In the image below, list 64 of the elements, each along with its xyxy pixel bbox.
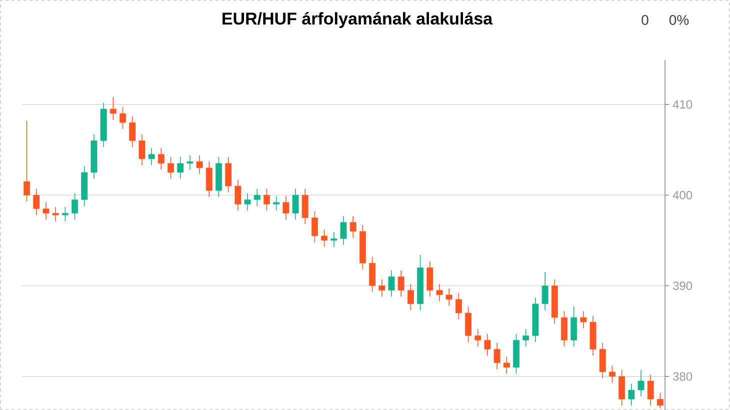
y-tick-label: 410 [672, 100, 692, 109]
candlestick [177, 156, 184, 180]
candlestick [465, 306, 472, 342]
candlestick [580, 310, 587, 329]
candlestick [542, 272, 548, 311]
candlestick [522, 328, 530, 347]
candlestick [292, 188, 299, 220]
text: 0 [642, 15, 648, 25]
candlestick [138, 134, 146, 166]
candlestick [282, 196, 290, 220]
candlestick [302, 188, 308, 225]
y-tick-label: 380 [672, 372, 692, 381]
candlestick [455, 292, 462, 320]
candlestick [561, 310, 568, 347]
candlestick [186, 154, 194, 170]
candlestick [42, 202, 50, 220]
candlestick [206, 161, 212, 198]
candlestick [618, 370, 626, 406]
candlestick [647, 374, 654, 406]
candlestick [234, 179, 242, 211]
candlestick [244, 192, 251, 211]
candlestick [436, 284, 443, 302]
candlestick [484, 333, 491, 356]
candlestick [273, 196, 280, 211]
candlestick [321, 229, 328, 248]
candlestick [378, 279, 386, 298]
candlestick [656, 392, 664, 409]
candlestick [503, 356, 510, 374]
candlestick [350, 216, 356, 238]
y-tick-label: 400 [672, 190, 692, 200]
candlestick [72, 192, 78, 220]
candlestick [446, 288, 452, 306]
candlestick [225, 156, 232, 193]
candlestick [52, 206, 59, 222]
candlestick [168, 156, 174, 180]
candlestick [398, 270, 404, 298]
candlestick [599, 342, 606, 379]
candlestick [340, 216, 347, 246]
candlestick [494, 342, 500, 370]
y-tick-label: 390 [672, 282, 692, 290]
candlestick [148, 148, 155, 166]
candlestick [120, 106, 126, 130]
candlestick [570, 306, 578, 347]
candlestick [628, 383, 635, 406]
text: 0% [669, 15, 689, 25]
candlestick [388, 270, 395, 298]
candlestick [426, 260, 434, 298]
candlestick [158, 148, 164, 170]
candlestick [254, 188, 260, 206]
candlestick [24, 120, 30, 202]
candlestick [638, 370, 644, 397]
chart-title: EUR/HUF árfolyamának alakulása [222, 12, 493, 28]
candlestick [33, 188, 40, 216]
candlestick [474, 328, 482, 347]
candlestick [609, 365, 616, 384]
candlestick [311, 211, 318, 243]
candlestick [330, 232, 338, 248]
candlestick [369, 256, 376, 293]
candlestick [129, 116, 136, 148]
candlestick [196, 154, 203, 175]
candlestick [62, 206, 68, 222]
candlestick [407, 284, 414, 311]
candlestick [264, 188, 270, 211]
candlestick [110, 96, 116, 120]
